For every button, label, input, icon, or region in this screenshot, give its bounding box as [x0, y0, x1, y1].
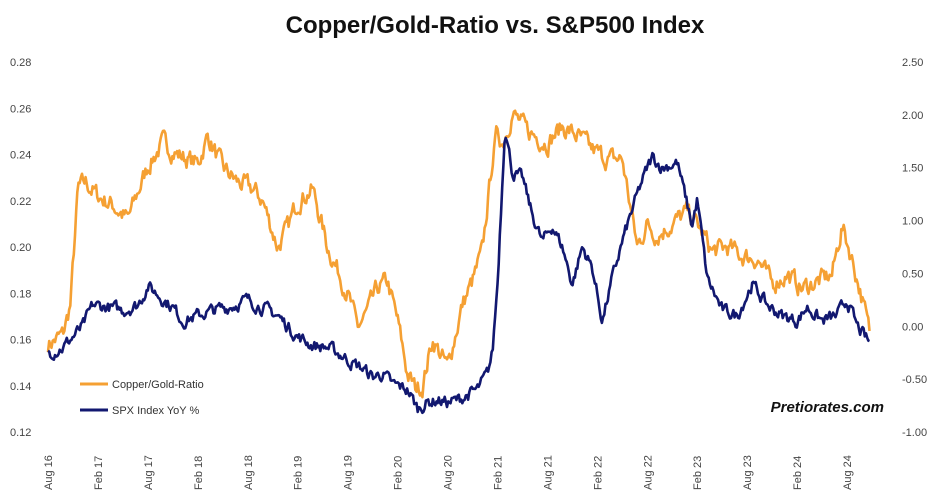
legend: Copper/Gold-Ratio SPX Index YoY % — [80, 379, 204, 417]
x-tick-label: Feb 24 — [792, 456, 804, 490]
right-y-axis: -1.00 -0.50 0.00 0.50 1.00 1.50 2.00 2.50 — [902, 57, 927, 439]
legend-label-copper-gold: Copper/Gold-Ratio — [112, 379, 204, 391]
legend-label-spx: SPX Index YoY % — [112, 405, 199, 417]
copper-gold-ratio-line — [46, 109, 871, 399]
x-tick-label: Aug 21 — [542, 455, 554, 490]
x-tick-label: Feb 17 — [93, 456, 105, 490]
watermark-text: Pretiorates.com — [771, 399, 884, 416]
x-tick-label: Aug 16 — [43, 455, 55, 490]
left-tick-label: 0.12 — [10, 427, 31, 439]
x-tick-label: Aug 23 — [742, 455, 754, 490]
right-tick-label: 1.00 — [902, 216, 923, 228]
right-tick-label: -1.00 — [902, 427, 927, 439]
left-tick-label: 0.18 — [10, 288, 31, 300]
left-tick-label: 0.24 — [10, 150, 31, 162]
x-tick-label: Aug 22 — [642, 455, 654, 490]
x-tick-label: Feb 22 — [592, 456, 604, 490]
right-tick-label: 0.50 — [902, 268, 923, 280]
x-tick-label: Feb 19 — [293, 456, 305, 490]
right-tick-label: 2.00 — [902, 110, 923, 122]
x-tick-label: Aug 19 — [343, 455, 355, 490]
x-tick-label: Aug 24 — [842, 455, 854, 490]
left-tick-label: 0.16 — [10, 335, 31, 347]
right-tick-label: -0.50 — [902, 374, 927, 386]
right-tick-label: 2.50 — [902, 57, 923, 69]
x-tick-label: Feb 18 — [193, 456, 205, 490]
right-tick-label: 1.50 — [902, 163, 923, 175]
x-tick-label: Feb 23 — [692, 456, 704, 490]
x-tick-label: Aug 17 — [143, 455, 155, 490]
x-tick-label: Feb 20 — [393, 456, 405, 490]
spx-yoy-line — [47, 136, 870, 415]
right-tick-label: 0.00 — [902, 321, 923, 333]
series-layer — [46, 109, 871, 415]
x-tick-label: Aug 18 — [243, 455, 255, 490]
left-tick-label: 0.22 — [10, 196, 31, 208]
left-y-axis: 0.12 0.14 0.16 0.18 0.20 0.22 0.24 0.26 0.28 — [10, 57, 31, 439]
left-tick-label: 0.20 — [10, 242, 31, 254]
left-tick-label: 0.26 — [10, 103, 31, 115]
x-tick-label: Feb 21 — [492, 456, 504, 490]
x-axis: Aug 16 Feb 17 Aug 17 Feb 18 Aug 18 Feb 19 Aug … — [43, 455, 854, 490]
x-tick-label: Aug 20 — [443, 455, 455, 490]
left-tick-label: 0.14 — [10, 381, 31, 393]
left-tick-label: 0.28 — [10, 57, 31, 69]
chart-title: Copper/Gold-Ratio vs. S&P500 Index — [285, 12, 705, 39]
